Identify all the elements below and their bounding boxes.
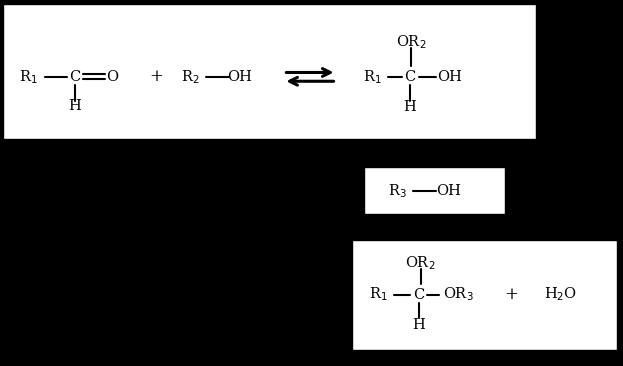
Text: R$_2$: R$_2$ — [181, 68, 199, 86]
Text: R$_1$: R$_1$ — [19, 68, 37, 86]
Text: OH: OH — [227, 70, 252, 84]
Text: O: O — [106, 70, 118, 84]
Text: OR$_2$: OR$_2$ — [405, 254, 436, 272]
Text: +: + — [504, 286, 518, 303]
Text: R$_3$: R$_3$ — [388, 182, 407, 200]
Text: C: C — [69, 70, 80, 84]
Text: H: H — [69, 99, 81, 113]
Text: +: + — [149, 68, 163, 85]
FancyBboxPatch shape — [364, 167, 505, 214]
Text: R$_1$: R$_1$ — [363, 68, 381, 86]
Text: OH: OH — [436, 184, 461, 198]
Text: C: C — [413, 288, 424, 302]
Text: H: H — [412, 318, 425, 332]
FancyBboxPatch shape — [3, 4, 536, 139]
Text: OR$_2$: OR$_2$ — [396, 33, 427, 51]
Text: OH: OH — [437, 70, 462, 84]
Text: R$_1$: R$_1$ — [369, 286, 388, 303]
Text: OR$_3$: OR$_3$ — [442, 286, 473, 303]
FancyBboxPatch shape — [352, 240, 617, 350]
Text: H: H — [404, 100, 416, 114]
Text: H$_2$O: H$_2$O — [544, 286, 578, 303]
Text: C: C — [404, 70, 416, 84]
